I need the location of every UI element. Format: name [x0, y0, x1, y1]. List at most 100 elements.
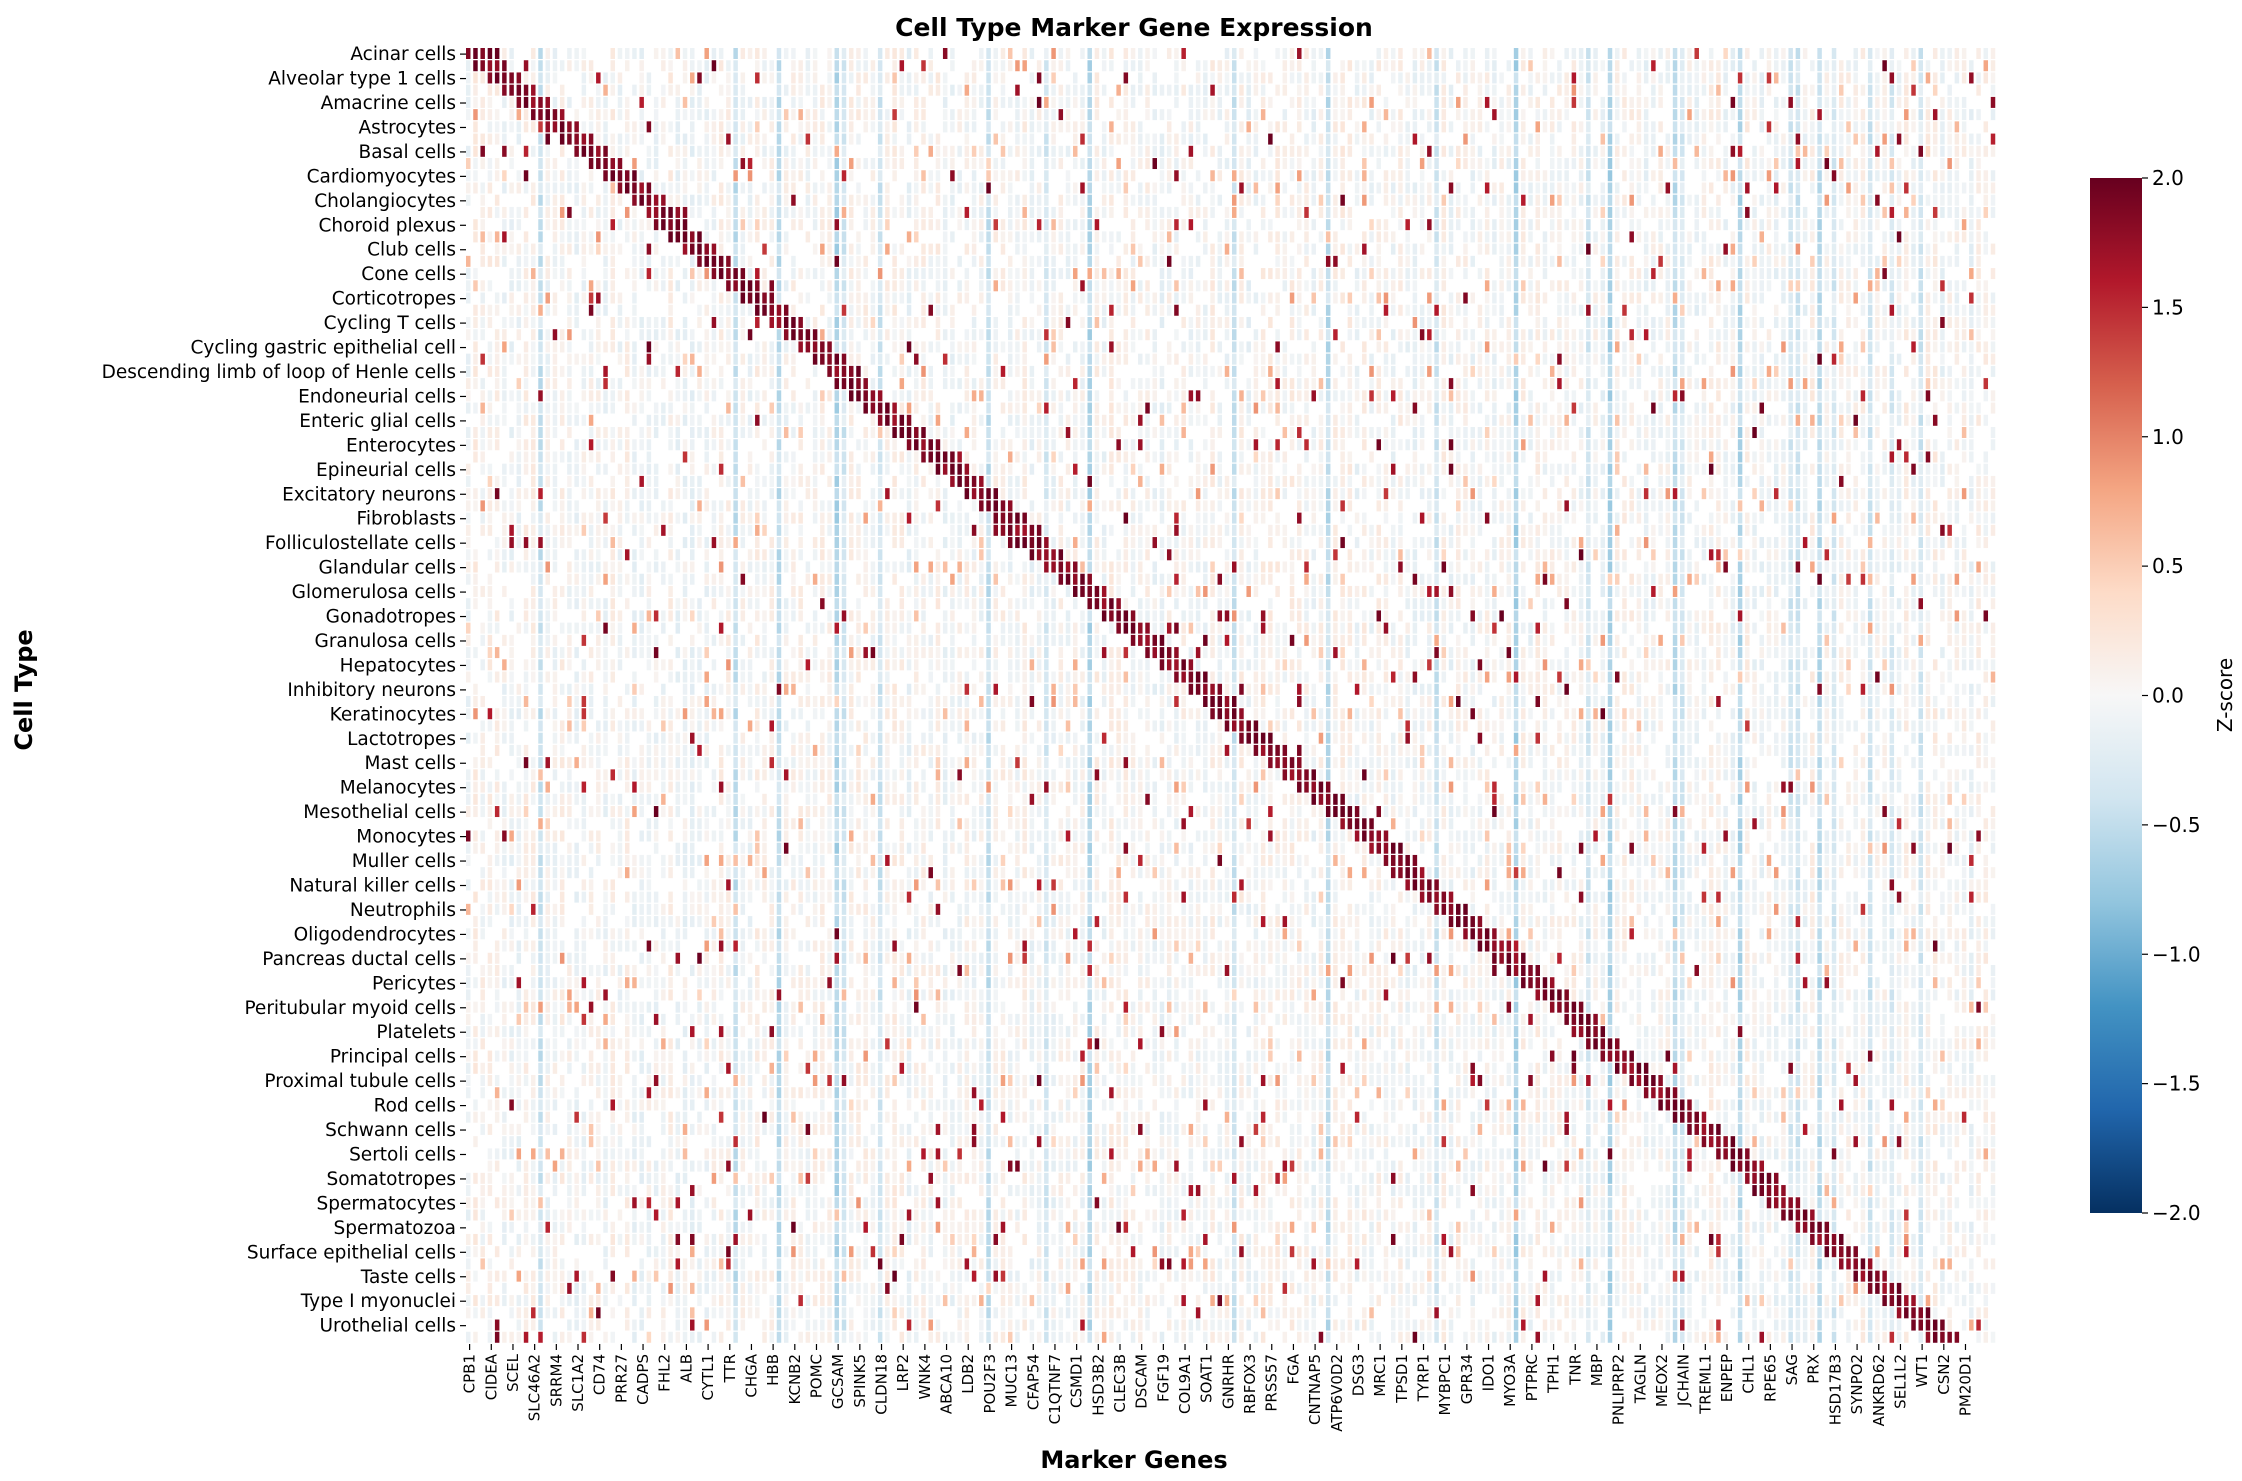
heatmap-cell — [783, 84, 789, 96]
heatmap-cell — [646, 268, 652, 280]
heatmap-cell — [1795, 329, 1801, 341]
heatmap-cell — [1456, 182, 1461, 194]
heatmap-cell — [1109, 304, 1114, 316]
heatmap-cell — [1260, 402, 1266, 414]
heatmap-cell — [1925, 268, 1931, 280]
heatmap-cell — [668, 84, 673, 96]
heatmap-cell — [1044, 390, 1049, 402]
heatmap-cell — [1723, 170, 1728, 182]
heatmap-cell — [1723, 121, 1728, 133]
heatmap-cell — [1217, 268, 1223, 280]
heatmap-cell — [480, 292, 485, 304]
heatmap-cell — [1152, 378, 1157, 390]
heatmap-cell — [1383, 231, 1389, 243]
heatmap-cell — [1716, 206, 1721, 218]
heatmap-cell — [1701, 402, 1707, 414]
heatmap-cell — [1441, 231, 1447, 243]
heatmap-cell — [1535, 194, 1540, 206]
heatmap-cell — [596, 194, 601, 206]
heatmap-cell — [1542, 60, 1548, 72]
heatmap-cell — [509, 96, 514, 108]
heatmap-cell — [1571, 133, 1577, 145]
heatmap-cell — [863, 378, 868, 390]
heatmap-cell — [726, 402, 731, 414]
heatmap-cell — [892, 341, 897, 353]
heatmap-cell — [531, 353, 536, 365]
heatmap-cell — [1759, 121, 1765, 133]
heatmap-cell — [1615, 231, 1620, 243]
heatmap-cell — [1795, 304, 1801, 316]
heatmap-cell — [1542, 255, 1548, 267]
heatmap-cell — [1087, 304, 1092, 316]
heatmap-cell — [1896, 170, 1902, 182]
heatmap-cell — [1918, 158, 1923, 170]
heatmap-cell — [473, 231, 478, 243]
heatmap-cell — [1766, 365, 1772, 377]
heatmap-cell — [545, 304, 550, 316]
heatmap-cell — [1412, 109, 1418, 121]
heatmap-cell — [1123, 402, 1129, 414]
heatmap-cell — [1752, 329, 1757, 341]
heatmap-cell — [841, 109, 847, 121]
heatmap-cell — [1665, 206, 1671, 218]
heatmap-cell — [1571, 96, 1577, 108]
heatmap-cell — [1788, 72, 1793, 84]
heatmap-cell — [588, 72, 594, 84]
heatmap-cell — [1622, 402, 1627, 414]
heatmap-cell — [1622, 341, 1627, 353]
heatmap-cell — [1369, 231, 1374, 243]
heatmap-cell — [1304, 182, 1309, 194]
heatmap-cell — [690, 145, 695, 157]
heatmap-cell — [559, 243, 565, 255]
heatmap-cell — [1636, 133, 1642, 145]
heatmap-cell — [1795, 182, 1801, 194]
heatmap-cell — [1217, 255, 1223, 267]
heatmap-cell — [473, 341, 478, 353]
heatmap-cell — [487, 414, 493, 426]
heatmap-cell — [885, 329, 890, 341]
heatmap-cell — [1831, 268, 1837, 280]
heatmap-cell — [1932, 268, 1938, 280]
heatmap-cell — [849, 414, 854, 426]
heatmap-cell — [1831, 60, 1837, 72]
heatmap-cell — [1824, 109, 1830, 121]
heatmap-cell — [870, 280, 876, 292]
heatmap-cell — [1434, 329, 1439, 341]
heatmap-cell — [1817, 182, 1822, 194]
heatmap-cell — [545, 329, 550, 341]
heatmap-cell — [1239, 182, 1244, 194]
heatmap-cell — [1759, 145, 1765, 157]
heatmap-cell — [1159, 170, 1165, 182]
heatmap-cell — [986, 390, 991, 402]
heatmap-cell — [1398, 48, 1403, 59]
heatmap-cell — [1586, 292, 1591, 304]
heatmap-cell — [1932, 219, 1938, 231]
heatmap-cell — [1961, 329, 1967, 341]
heatmap-cell — [1022, 158, 1027, 170]
heatmap-cell — [805, 292, 811, 304]
heatmap-cell — [1224, 292, 1230, 304]
heatmap-cell — [1607, 182, 1613, 194]
heatmap-cell — [1513, 353, 1519, 365]
heatmap-cell — [502, 365, 507, 377]
heatmap-cell — [1044, 378, 1049, 390]
heatmap-cell — [1333, 378, 1338, 390]
heatmap-cell — [1600, 353, 1606, 365]
heatmap-cell — [1607, 329, 1613, 341]
heatmap-cell — [1983, 243, 1989, 255]
heatmap-cell — [1889, 72, 1895, 84]
heatmap-cell — [1101, 84, 1107, 96]
heatmap-cell — [1166, 231, 1172, 243]
heatmap-cell — [653, 341, 659, 353]
heatmap-cell — [1766, 170, 1772, 182]
heatmap-cell — [682, 133, 688, 145]
heatmap-cell — [1694, 402, 1699, 414]
heatmap-cell — [1275, 402, 1280, 414]
heatmap-cell — [885, 158, 890, 170]
heatmap-cell — [1390, 72, 1396, 84]
heatmap-cell — [1152, 158, 1157, 170]
heatmap-cell — [1174, 329, 1179, 341]
heatmap-cell — [812, 84, 818, 96]
heatmap-cell — [668, 304, 673, 316]
heatmap-cell — [1007, 365, 1013, 377]
